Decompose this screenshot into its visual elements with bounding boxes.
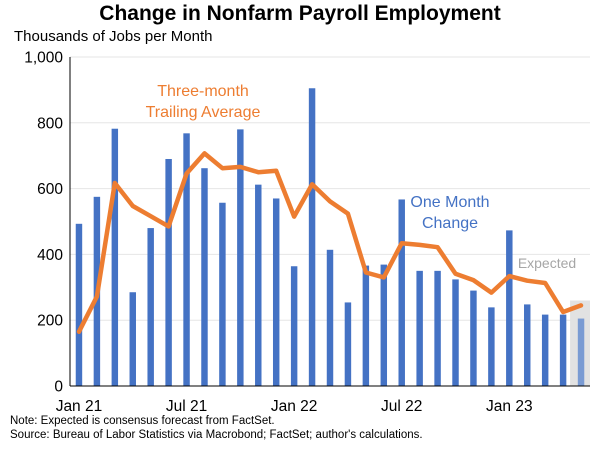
x-tick-label: Jan 23 [486, 398, 533, 415]
bar [147, 228, 154, 386]
line-series-label-2: Trailing Average [146, 104, 261, 121]
bar [362, 265, 370, 386]
y-tick-label: 0 [54, 379, 63, 396]
y-tick-labels: 0 200 400 600 800 1,000 [24, 50, 63, 396]
axes [69, 57, 590, 387]
bar [559, 314, 567, 386]
line-series [76, 151, 584, 334]
trailing-average-line [76, 151, 584, 334]
bar [524, 304, 531, 386]
line-series-label-1: Three-month [157, 83, 249, 100]
bar [541, 314, 549, 386]
bar [308, 88, 316, 386]
bar [75, 223, 83, 386]
y-tick-label: 600 [37, 181, 63, 198]
bar [111, 128, 119, 387]
bar [219, 202, 226, 386]
bar [452, 279, 459, 386]
bar [290, 266, 298, 386]
bar [488, 307, 495, 386]
chart-subtitle: Thousands of Jobs per Month [14, 28, 213, 45]
x-tick-label: Jul 21 [166, 398, 207, 415]
bar [129, 292, 136, 386]
bar [380, 264, 388, 386]
bar [255, 184, 262, 386]
x-tick-label: Jan 22 [271, 398, 318, 415]
bar [416, 270, 423, 386]
expected-label: Expected [518, 255, 576, 271]
x-tick-label: Jan 21 [56, 398, 103, 415]
footnote: Note: Expected is consensus forecast fro… [10, 415, 275, 427]
source-note: Source: Bureau of Labor Statistics via M… [10, 429, 423, 441]
y-tick-label: 200 [37, 313, 63, 330]
bar [326, 249, 334, 386]
bar [506, 230, 513, 386]
y-tick-label: 400 [37, 247, 63, 264]
gridlines [70, 56, 590, 321]
y-tick-label: 800 [37, 115, 63, 132]
bar [434, 270, 441, 386]
bar [272, 198, 280, 386]
y-tick-label: 1,000 [24, 50, 63, 67]
bar [201, 168, 208, 386]
bar [470, 290, 477, 386]
bar [183, 133, 190, 386]
bar [165, 158, 172, 386]
annotations: Three-month Trailing Average One Month C… [146, 83, 577, 271]
expected-bar [577, 318, 585, 386]
x-tick-labels: Jan 21 Jul 21 Jan 22 Jul 22 Jan 23 [56, 398, 533, 415]
bar-series [75, 88, 585, 387]
bar [344, 302, 352, 386]
bar [398, 199, 405, 386]
chart-title: Change in Nonfarm Payroll Employment [99, 2, 501, 25]
x-tick-label: Jul 22 [381, 398, 422, 415]
bar-series-label-1: One Month [410, 194, 489, 211]
bar [237, 129, 244, 386]
bar-series-label-2: Change [422, 215, 478, 232]
